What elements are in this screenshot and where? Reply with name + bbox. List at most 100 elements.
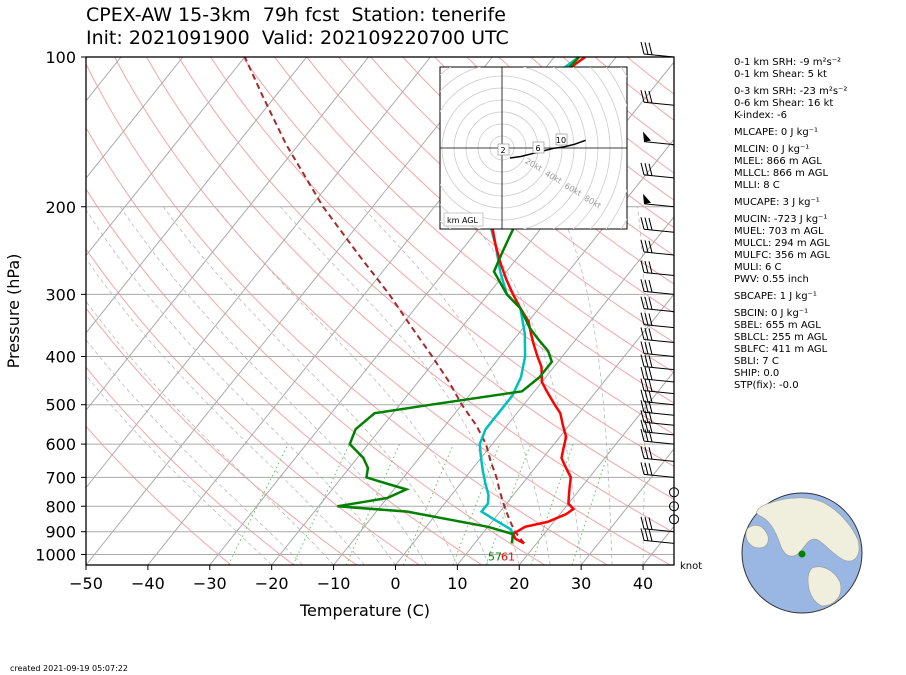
parcel-line [243, 57, 525, 545]
stat-line: 0-1 km Shear: 5 kt [734, 69, 827, 80]
wind-barb [640, 341, 675, 357]
dry-adiabat [338, 57, 674, 344]
x-axis-label: Temperature (C) [299, 601, 430, 620]
wind-barb [640, 419, 675, 436]
stat-line: PWV: 0.55 inch [734, 274, 809, 285]
x-tick-label: −20 [255, 574, 289, 593]
stats-panel: 0-1 km SRH: -9 m²s⁻² 0-1 km Shear: 5 kt 0-… [734, 57, 847, 392]
moist-adiabat [86, 300, 334, 565]
mixing-ratio-line [345, 443, 401, 565]
mixing-ratio-line [571, 443, 612, 565]
wind-barb [640, 312, 675, 329]
hodograph-height-label: 2 [500, 146, 505, 155]
isotherm [86, 57, 431, 489]
dry-adiabat [274, 57, 674, 404]
chart-title: CPEX-AW 15-3km 79h fcst Station: tenerif… [86, 4, 506, 26]
stat-line: MLLCL: 866 m AGL [734, 168, 829, 179]
y-tick-label: 300 [45, 285, 76, 304]
isotherm [395, 216, 674, 565]
stat-line: MULFC: 356 m AGL [734, 250, 830, 261]
wind-barb [640, 162, 675, 179]
wind-barb [640, 446, 675, 462]
hodograph-height-label: 10 [556, 136, 566, 145]
stat-line: 0-1 km SRH: -9 m²s⁻² [734, 57, 841, 68]
wind-barb [640, 428, 675, 445]
hodograph-height-box [555, 133, 568, 146]
stat-line: 0-3 km SRH: -23 m²s⁻² [734, 86, 848, 97]
hodograph-height-box [497, 143, 510, 156]
hodograph-legend-box [443, 212, 484, 227]
x-tick-label: 20 [509, 574, 529, 593]
isotherm [580, 448, 674, 565]
y-tick-label: 400 [45, 348, 76, 367]
wind-barb [669, 487, 679, 498]
isotherm [518, 370, 674, 565]
landmass [756, 497, 860, 562]
wind-barb [640, 354, 675, 371]
x-tick-label: 40 [633, 574, 653, 593]
y-tick-label: 200 [45, 198, 76, 217]
isotherm [86, 57, 493, 565]
wind-barb [669, 514, 679, 525]
wind-barb [640, 528, 675, 544]
x-tick-label: −30 [193, 574, 227, 593]
isotherm [86, 57, 184, 179]
x-tick-label: 0 [390, 574, 400, 593]
wind-barb [640, 400, 675, 416]
stat-line: MLEL: 866 m AGL [734, 156, 822, 167]
y-tick-label: 600 [45, 435, 76, 454]
landmass [807, 566, 842, 607]
stat-line: MLLI: 8 C [734, 180, 780, 191]
moist-adiabat [119, 206, 427, 565]
y-tick-label: 700 [45, 468, 76, 487]
hodograph-legend: km AGL [447, 216, 479, 225]
isotherm [86, 57, 246, 257]
surface-temperature-label: 61 [501, 550, 515, 563]
stat-line: MLCAPE: 0 J kg⁻¹ [734, 127, 819, 138]
hodograph-height-label: 6 [535, 144, 540, 153]
dry-adiabat [86, 307, 357, 565]
moist-adiabat [673, 555, 674, 565]
wind-barb [643, 131, 675, 146]
y-tick-label: 900 [45, 523, 76, 542]
wind-barb [640, 296, 675, 313]
x-tick-label: −10 [317, 574, 351, 593]
dry-adiabat [86, 63, 608, 565]
isotherm [456, 293, 674, 565]
stat-line: SBLI: 7 C [734, 356, 779, 367]
hodograph-trace [509, 139, 586, 159]
x-tick-label: −40 [131, 574, 165, 593]
stat-line: SBLCL: 255 m AGL [734, 332, 828, 343]
wind-barb [640, 327, 675, 344]
y-tick-label: 1000 [35, 545, 76, 564]
wind-barb [640, 239, 675, 256]
mixing-ratio-line [530, 443, 574, 565]
wind-barb [640, 279, 675, 295]
stat-line: 0-6 km Shear: 16 kt [734, 98, 834, 109]
y-tick-label: 800 [45, 497, 76, 516]
x-tick-label: 10 [447, 574, 467, 593]
wind-barb [643, 193, 675, 208]
dry-adiabat [86, 248, 420, 565]
isotherm [86, 57, 370, 412]
wind-barb [640, 410, 675, 426]
wind-units-label: knot [680, 561, 702, 572]
dry-adiabat [210, 57, 674, 468]
stat-line: SHIP: 0.0 [734, 368, 780, 379]
stat-line: SBCAPE: 1 J kg⁻¹ [734, 291, 817, 302]
created-footer: created 2021-09-19 05:07:22 [10, 664, 128, 673]
moist-adiabat [215, 206, 489, 565]
wind-barb [640, 90, 675, 106]
x-tick-label: −50 [69, 574, 103, 593]
stat-line: SBEL: 655 m AGL [734, 320, 821, 331]
moist-adiabat [86, 339, 303, 565]
moist-adiabat [558, 206, 613, 565]
moist-adiabat [637, 206, 646, 565]
y-tick-label: 500 [45, 396, 76, 415]
x-tick-label: 30 [571, 574, 591, 593]
y-axis-label: Pressure (hPa) [4, 254, 23, 369]
stat-line: MULCL: 294 m AGL [734, 238, 830, 249]
moist-adiabat [162, 206, 458, 565]
wind-barb [640, 41, 675, 58]
